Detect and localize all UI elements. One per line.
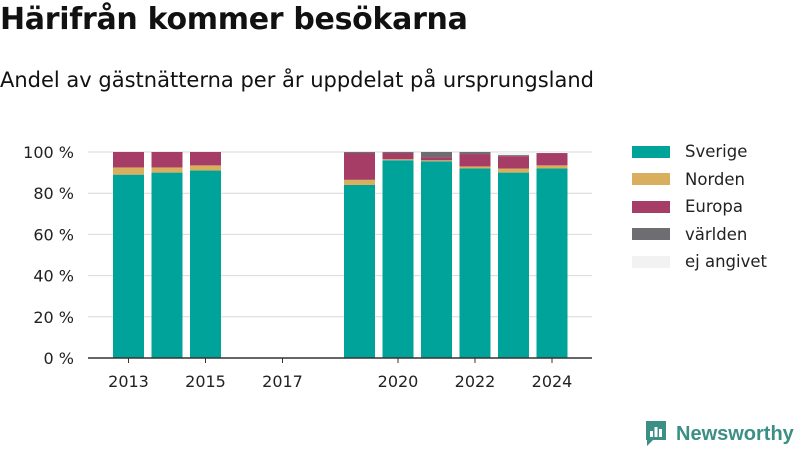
legend-item-norden: Norden [632,166,767,194]
legend-swatch [632,200,670,213]
x-tick-label: 2015 [185,372,226,391]
bar-segment [113,152,144,168]
legend-swatch [632,228,670,241]
legend: Sverige Norden Europa världen ej angivet [632,138,767,276]
legend-item-sverige: Sverige [632,138,767,166]
bar-segment [421,157,452,161]
legend-item-varlden: världen [632,221,767,249]
bar-segment [459,168,491,358]
bar-segment [536,168,568,358]
legend-label: ej angivet [685,252,767,272]
bar-segment [382,160,414,358]
chart-subtitle: Andel av gästnätterna per år uppdelat på… [0,68,594,92]
y-tick-label: 60 % [33,225,74,244]
legend-swatch [632,145,670,158]
chart-title: Härifrån kommer besökarna [0,2,468,37]
legend-label: världen [685,224,748,244]
bar-segment [382,153,414,160]
brand-name: Newsworthy [676,422,794,445]
bar-segment [190,165,221,171]
bar-segment [536,152,568,154]
legend-swatch [632,255,670,268]
legend-item-ej-angivet: ej angivet [632,248,767,276]
x-tick-label: 2024 [532,372,573,391]
newsworthy-logo-icon [646,421,666,446]
bar-segment [151,172,183,358]
y-tick-label: 100 % [23,143,74,162]
legend-item-europa: Europa [632,193,767,221]
bar-segment [459,152,491,155]
legend-label: Europa [685,197,743,217]
bar-segment [382,152,414,154]
bar-segment [344,184,375,358]
x-tick-label: 2017 [262,372,303,391]
y-tick-label: 40 % [33,267,74,286]
bar-segment [459,166,491,169]
bar-segment [421,161,452,358]
bar-segment [498,168,529,173]
bar-segment [190,170,221,358]
x-tick-label: 2022 [455,372,496,391]
bar-segment [151,152,183,168]
x-tick-label: 2013 [108,372,149,391]
bar-segment [344,153,375,180]
bar-segment [421,152,452,158]
bar-segment [498,152,529,156]
bar-segment [498,172,529,358]
brand-logo-link[interactable]: Newsworthy [644,420,794,448]
bar-segment [459,154,491,167]
bar-segment [190,152,221,166]
bar-segment [536,165,568,169]
bar-segment [382,159,414,161]
x-tick-label: 2020 [378,372,419,391]
legend-label: Sverige [685,142,748,162]
bar-segment [536,153,568,166]
bar-segment [344,152,375,154]
y-tick-label: 80 % [33,184,74,203]
bar-segment [151,167,183,173]
bar-segment [344,179,375,185]
y-tick-label: 20 % [33,308,74,327]
legend-swatch [632,173,670,186]
bar-segment [113,174,144,358]
bar-segment [498,156,529,169]
bar-segment [498,155,529,157]
bar-segment [113,167,144,175]
y-tick-label: 0 % [44,349,74,368]
legend-label: Norden [685,169,746,189]
bar-segment [421,160,452,162]
